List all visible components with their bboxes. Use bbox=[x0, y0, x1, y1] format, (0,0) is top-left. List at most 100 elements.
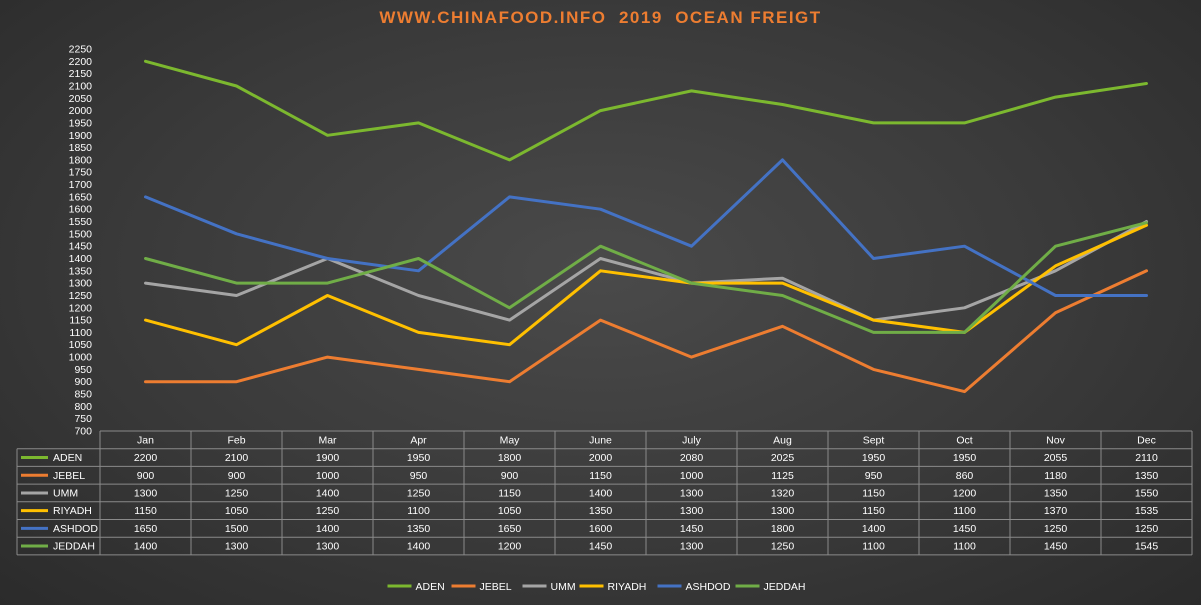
y-tick-label: 1650 bbox=[69, 191, 93, 203]
data-label: 1320 bbox=[771, 487, 795, 499]
table-series-label: JEBEL bbox=[53, 470, 85, 482]
data-label: 900 bbox=[501, 470, 519, 482]
data-label: 2000 bbox=[589, 452, 613, 464]
data-label: 1800 bbox=[771, 523, 795, 535]
data-label: 1950 bbox=[953, 452, 977, 464]
y-tick-label: 1500 bbox=[69, 228, 93, 240]
y-tick-label: 850 bbox=[74, 389, 92, 401]
data-label: 1250 bbox=[771, 541, 795, 553]
data-label: 1200 bbox=[953, 487, 977, 499]
data-label: 1400 bbox=[589, 487, 613, 499]
data-label: 1200 bbox=[498, 541, 522, 553]
data-label: 1450 bbox=[680, 523, 704, 535]
legend-label: JEDDAH bbox=[764, 581, 806, 593]
y-tick-label: 800 bbox=[74, 401, 92, 413]
data-label: 1350 bbox=[407, 523, 431, 535]
data-label: 860 bbox=[956, 470, 974, 482]
data-label: 1370 bbox=[1044, 505, 1068, 517]
data-label: 1650 bbox=[134, 523, 158, 535]
table-series-label: ASHDOD bbox=[53, 523, 98, 535]
legend-label: ASHDOD bbox=[686, 581, 731, 593]
data-label: 1050 bbox=[225, 505, 249, 517]
data-label: 1150 bbox=[498, 487, 521, 499]
data-label: 1300 bbox=[680, 505, 704, 517]
data-label: 1150 bbox=[862, 487, 885, 499]
legend-label: ADEN bbox=[416, 581, 445, 593]
y-tick-label: 2050 bbox=[69, 93, 93, 105]
data-label: 1180 bbox=[1044, 470, 1067, 482]
y-tick-label: 1150 bbox=[69, 315, 92, 327]
y-tick-label: 2250 bbox=[69, 44, 93, 56]
data-label: 1400 bbox=[862, 523, 886, 535]
series-line-riyadh bbox=[144, 223, 1148, 347]
legend-label: RIYADH bbox=[608, 581, 647, 593]
data-label: 1450 bbox=[953, 523, 977, 535]
data-label: 1300 bbox=[225, 541, 249, 553]
data-label: 1450 bbox=[589, 541, 613, 553]
data-label: 1300 bbox=[771, 505, 795, 517]
series-line-jeddah bbox=[144, 221, 1148, 334]
data-label: 2100 bbox=[225, 452, 249, 464]
legend-label: JEBEL bbox=[480, 581, 512, 593]
x-tick-label: Mar bbox=[318, 434, 337, 446]
chart-title: WWW.CHINAFOOD.INFO 2019 OCEAN FREIGT bbox=[379, 8, 822, 27]
data-label: 1300 bbox=[316, 541, 340, 553]
x-tick-label: June bbox=[589, 434, 612, 446]
data-label: 900 bbox=[228, 470, 246, 482]
y-tick-label: 950 bbox=[74, 364, 92, 376]
y-tick-label: 1700 bbox=[69, 179, 93, 191]
x-tick-label: Sept bbox=[863, 434, 885, 446]
data-label: 1300 bbox=[680, 541, 704, 553]
data-label: 1000 bbox=[316, 470, 340, 482]
y-tick-label: 1000 bbox=[69, 352, 93, 364]
x-tick-label: Nov bbox=[1046, 434, 1065, 446]
x-tick-label: May bbox=[500, 434, 521, 446]
x-tick-label: July bbox=[682, 434, 701, 446]
data-label: 1250 bbox=[407, 487, 431, 499]
legend-label: UMM bbox=[551, 581, 576, 593]
y-tick-label: 700 bbox=[74, 426, 92, 438]
y-tick-label: 1300 bbox=[69, 278, 93, 290]
data-label: 1150 bbox=[134, 505, 157, 517]
table-series-label: RIYADH bbox=[53, 505, 92, 517]
data-label: 1535 bbox=[1135, 505, 1159, 517]
y-tick-label: 1900 bbox=[69, 130, 93, 142]
data-label: 1300 bbox=[134, 487, 158, 499]
y-tick-label: 1950 bbox=[69, 117, 93, 129]
y-tick-label: 2150 bbox=[69, 68, 93, 80]
y-tick-label: 1800 bbox=[69, 154, 93, 166]
data-label: 1100 bbox=[407, 505, 430, 517]
data-label: 1050 bbox=[498, 505, 522, 517]
y-tick-label: 750 bbox=[74, 413, 92, 425]
y-tick-label: 1850 bbox=[69, 142, 93, 154]
table-series-label: ADEN bbox=[53, 452, 82, 464]
data-label: 1100 bbox=[862, 541, 885, 553]
x-tick-label: Jan bbox=[137, 434, 154, 446]
data-label: 2200 bbox=[134, 452, 158, 464]
y-tick-label: 900 bbox=[74, 376, 92, 388]
y-tick-label: 1250 bbox=[69, 290, 93, 302]
data-label: 1600 bbox=[589, 523, 613, 535]
data-label: 1300 bbox=[680, 487, 704, 499]
table-series-label: JEDDAH bbox=[53, 541, 95, 553]
data-label: 1250 bbox=[225, 487, 249, 499]
data-label: 1000 bbox=[680, 470, 704, 482]
data-label: 1400 bbox=[316, 487, 340, 499]
data-label: 1550 bbox=[1135, 487, 1159, 499]
data-label: 2025 bbox=[771, 452, 795, 464]
data-label: 1900 bbox=[316, 452, 340, 464]
data-label: 900 bbox=[137, 470, 155, 482]
data-label: 1500 bbox=[225, 523, 249, 535]
y-tick-label: 2000 bbox=[69, 105, 93, 117]
y-tick-label: 1100 bbox=[69, 327, 92, 339]
x-tick-label: Dec bbox=[1137, 434, 1156, 446]
y-tick-label: 2200 bbox=[69, 56, 93, 68]
data-label: 1400 bbox=[407, 541, 431, 553]
data-label: 1250 bbox=[1135, 523, 1159, 535]
x-tick-label: Aug bbox=[773, 434, 792, 446]
y-tick-label: 1600 bbox=[69, 204, 93, 216]
data-label: 1400 bbox=[316, 523, 340, 535]
data-label: 1950 bbox=[407, 452, 431, 464]
y-tick-label: 1350 bbox=[69, 265, 93, 277]
data-label: 2110 bbox=[1135, 452, 1158, 464]
